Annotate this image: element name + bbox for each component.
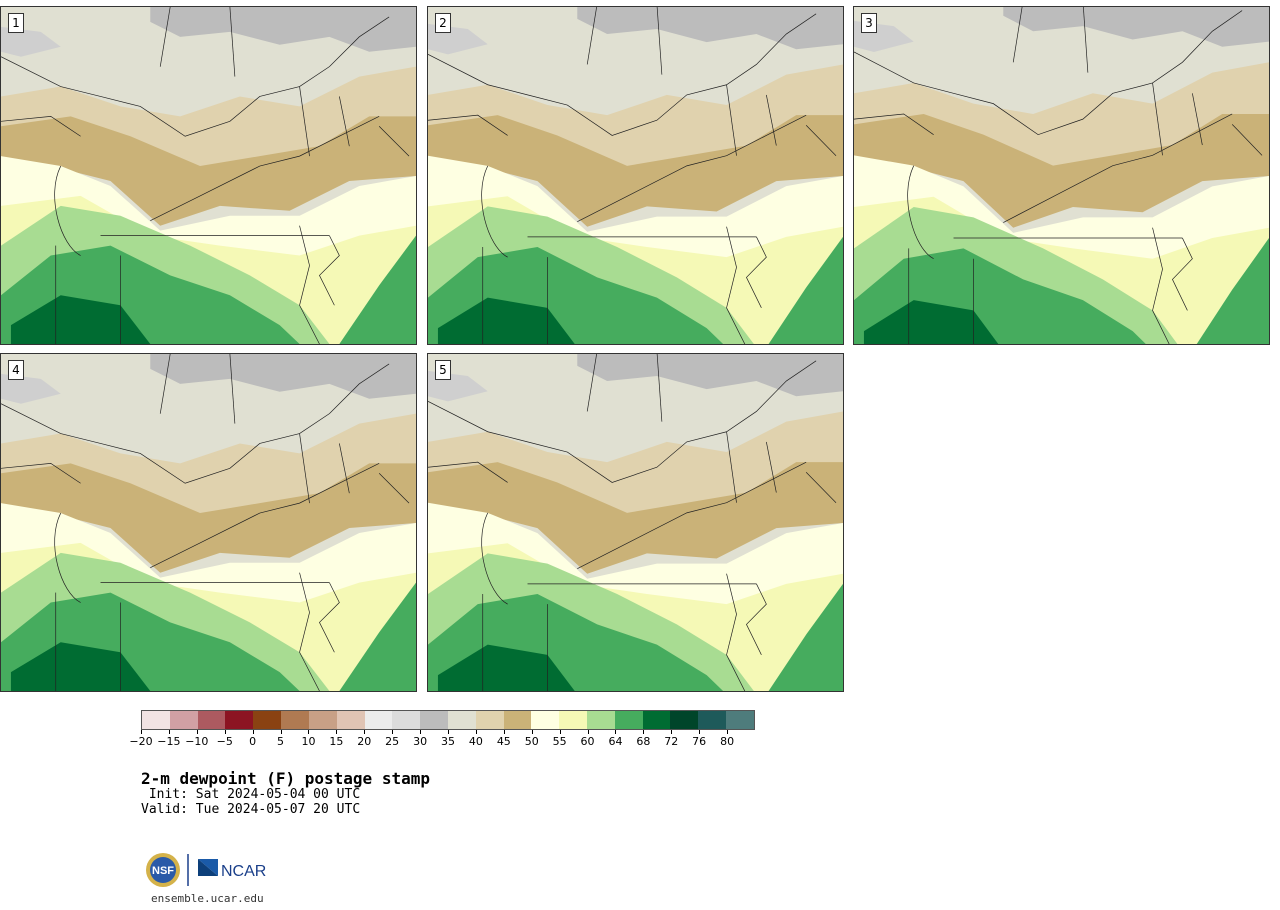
forecast-panel-1: 1 <box>0 6 417 345</box>
colorbar-swatch <box>670 711 699 729</box>
colorbar-swatch <box>698 711 727 729</box>
colorbar-swatch <box>726 711 754 729</box>
colorbar-tick-label: 68 <box>636 735 651 748</box>
dewpoint-map <box>428 354 843 691</box>
colorbar-swatch <box>281 711 309 729</box>
colorbar-tick-label: 60 <box>580 735 595 748</box>
colorbar-tick-label: 55 <box>552 735 567 748</box>
colorbar-swatch <box>142 711 170 729</box>
colorbar-swatch <box>253 711 282 729</box>
colorbar-tick <box>531 730 533 734</box>
colorbar-tick <box>308 730 310 734</box>
forecast-panel-3: 3 <box>853 6 1270 345</box>
colorbar-tick-label: 20 <box>357 735 372 748</box>
colorbar-tick-label: 45 <box>496 735 511 748</box>
colorbar-tick-label: 64 <box>608 735 623 748</box>
dewpoint-map <box>428 7 843 344</box>
colorbar-tick-label: 25 <box>385 735 400 748</box>
colorbar-tick-label: −10 <box>185 735 209 748</box>
ncar-label: NCAR <box>221 863 266 880</box>
panel-number: 5 <box>435 360 451 380</box>
dewpoint-map <box>1 354 416 691</box>
colorbar-tick-label: 50 <box>524 735 539 748</box>
colorbar-tick <box>141 730 142 734</box>
colorbar-tick-label: 30 <box>413 735 428 748</box>
colorbar-tick <box>336 730 338 734</box>
colorbar-swatch <box>225 711 254 729</box>
colorbar-tick <box>587 730 589 734</box>
panel-number: 1 <box>8 13 24 33</box>
panel-number: 3 <box>861 13 877 33</box>
nsf-label: NSF <box>152 865 174 877</box>
colorbar-tick-label: 76 <box>692 735 707 748</box>
colorbar-tick <box>364 730 366 734</box>
colorbar-swatch <box>447 711 476 729</box>
colorbar-tick <box>643 730 645 734</box>
colorbar-tick-label: −15 <box>157 735 181 748</box>
colorbar-tick <box>392 730 394 734</box>
forecast-panel-4: 4 <box>0 353 417 692</box>
colorbar-swatch <box>559 711 587 729</box>
colorbar-tick <box>280 730 282 734</box>
colorbar-tick-label: 15 <box>329 735 344 748</box>
colorbar-tick-label: 10 <box>301 735 316 748</box>
colorbar-swatch <box>475 711 504 729</box>
panel-number: 2 <box>435 13 451 33</box>
colorbar-tick <box>448 730 449 734</box>
colorbar-swatch <box>197 711 226 729</box>
panel-number: 4 <box>8 360 24 380</box>
site-url: ensemble.ucar.edu <box>151 892 264 905</box>
colorbar-swatch <box>642 711 671 729</box>
colorbar-ticks: −20 −15 −10 −5 0 5 10 15 20 25 30 35 40 45 50 55 60 64 68 7… <box>129 730 755 750</box>
colorbar-swatch <box>614 711 643 729</box>
colorbar-swatch <box>392 711 421 729</box>
dewpoint-map <box>854 7 1269 344</box>
colorbar-tick <box>727 730 729 734</box>
colorbar-swatch <box>503 711 532 729</box>
ncar-logo-icon: NCAR <box>198 859 266 880</box>
logos: NSF NCAR <box>145 850 275 890</box>
colorbar-tick <box>559 730 561 734</box>
plot-title: 2-m dewpoint (F) postage stamp <box>141 769 430 788</box>
valid-time: Valid: Tue 2024-05-07 20 UTC <box>141 802 361 817</box>
colorbar-tick-label: −5 <box>216 735 233 748</box>
colorbar-tick-label: 5 <box>277 735 285 748</box>
colorbar-swatch <box>364 711 393 729</box>
colorbar-swatch <box>531 711 560 729</box>
colorbar-tick <box>252 730 254 734</box>
init-time: Init: Sat 2024-05-04 00 UTC <box>141 787 361 802</box>
colorbar-swatch <box>420 711 448 729</box>
colorbar-tick <box>168 730 170 734</box>
colorbar-tick <box>615 730 617 734</box>
colorbar-tick <box>224 730 226 734</box>
colorbar-tick-label: −20 <box>129 735 153 748</box>
colorbar-tick <box>196 730 198 734</box>
forecast-panel-2: 2 <box>427 6 844 345</box>
colorbar-tick <box>475 730 477 734</box>
colorbar-tick-label: 72 <box>664 735 679 748</box>
colorbar-tick-label: 40 <box>468 735 483 748</box>
colorbar-tick <box>671 730 673 734</box>
colorbar-swatch <box>169 711 198 729</box>
colorbar-tick-label: 35 <box>441 735 455 748</box>
colorbar-swatch <box>336 711 365 729</box>
colorbar-tick <box>699 730 701 734</box>
colorbar-tick <box>503 730 505 734</box>
colorbar-tick-label: 80 <box>720 735 735 748</box>
colorbar-tick-label: 0 <box>249 735 257 748</box>
colorbar <box>141 710 755 730</box>
dewpoint-map <box>1 7 416 344</box>
nsf-logo-icon: NSF <box>146 853 180 887</box>
forecast-panel-5: 5 <box>427 353 844 692</box>
colorbar-swatch <box>587 711 615 729</box>
colorbar-tick <box>420 730 422 734</box>
colorbar-swatch <box>308 711 337 729</box>
